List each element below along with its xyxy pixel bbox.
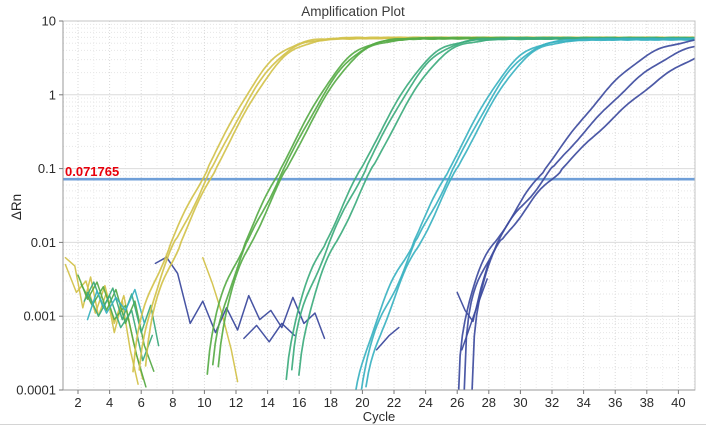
svg-text:32: 32 — [545, 395, 559, 410]
gridlines — [63, 20, 695, 391]
bottom-divider — [0, 424, 706, 425]
svg-text:1: 1 — [49, 87, 56, 102]
svg-text:38: 38 — [640, 395, 654, 410]
svg-text:0.0001: 0.0001 — [16, 383, 56, 398]
svg-text:30: 30 — [513, 395, 527, 410]
svg-text:18: 18 — [324, 395, 338, 410]
svg-text:10: 10 — [197, 395, 211, 410]
amplification-curves — [132, 36, 695, 390]
svg-text:20: 20 — [355, 395, 369, 410]
svg-text:4: 4 — [106, 395, 113, 410]
svg-text:16: 16 — [292, 395, 306, 410]
y-axis-tick-labels: 10 1 0.1 0.01 0.001 0.0001 — [16, 14, 56, 398]
svg-text:36: 36 — [608, 395, 622, 410]
svg-text:6: 6 — [138, 395, 145, 410]
x-axis-tick-labels: 2 4 6 8 10 12 14 16 18 20 22 24 26 28 30 32 34 36 38 40 — [74, 395, 685, 410]
chart-title: Amplification Plot — [301, 4, 405, 19]
svg-text:8: 8 — [169, 395, 176, 410]
y-axis-label: ΔRn — [9, 193, 24, 221]
plot-border — [62, 20, 696, 391]
svg-text:24: 24 — [418, 395, 432, 410]
svg-text:26: 26 — [450, 395, 464, 410]
svg-text:0.001: 0.001 — [23, 309, 56, 324]
svg-text:28: 28 — [482, 395, 496, 410]
svg-text:22: 22 — [387, 395, 401, 410]
svg-text:14: 14 — [260, 395, 274, 410]
svg-text:0.01: 0.01 — [31, 235, 56, 250]
svg-text:34: 34 — [576, 395, 590, 410]
x-axis-label: Cycle — [362, 409, 396, 424]
svg-text:12: 12 — [229, 395, 243, 410]
svg-text:2: 2 — [74, 395, 81, 410]
axis-ticks — [59, 20, 679, 394]
svg-text:0.1: 0.1 — [38, 161, 56, 176]
svg-text:40: 40 — [671, 395, 685, 410]
threshold-value-label[interactable]: 0.071765 — [65, 164, 120, 180]
svg-text:10: 10 — [42, 14, 56, 29]
